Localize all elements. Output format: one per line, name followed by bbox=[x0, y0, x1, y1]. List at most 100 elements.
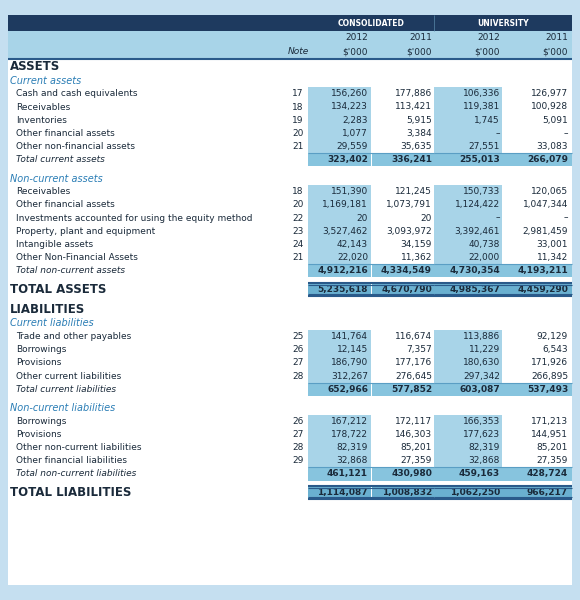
Text: Property, plant and equipment: Property, plant and equipment bbox=[16, 227, 155, 236]
Bar bbox=[502, 467, 572, 481]
Bar bbox=[308, 383, 371, 396]
Text: Total non-current liabilities: Total non-current liabilities bbox=[16, 469, 136, 478]
Bar bbox=[308, 428, 371, 441]
Bar bbox=[434, 467, 502, 481]
Text: 266,895: 266,895 bbox=[531, 371, 568, 380]
Text: 85,201: 85,201 bbox=[401, 443, 432, 452]
Bar bbox=[372, 383, 434, 396]
Bar bbox=[308, 441, 371, 454]
Bar bbox=[308, 330, 371, 343]
Text: 20: 20 bbox=[292, 129, 304, 138]
Text: 100,928: 100,928 bbox=[531, 103, 568, 112]
Text: 11,362: 11,362 bbox=[401, 253, 432, 262]
Text: Non-current liabilities: Non-current liabilities bbox=[10, 403, 115, 413]
Bar bbox=[8, 127, 572, 140]
Text: 2012: 2012 bbox=[477, 34, 500, 43]
Text: 18: 18 bbox=[292, 103, 304, 112]
Text: 461,121: 461,121 bbox=[327, 469, 368, 478]
Text: $'000: $'000 bbox=[343, 47, 368, 56]
Bar bbox=[8, 153, 572, 166]
Bar bbox=[8, 74, 572, 87]
Bar bbox=[308, 153, 371, 166]
Bar bbox=[8, 415, 572, 428]
Bar bbox=[308, 415, 371, 428]
Bar bbox=[434, 238, 502, 251]
Text: 25: 25 bbox=[292, 332, 304, 341]
Bar bbox=[8, 317, 572, 330]
Bar bbox=[8, 396, 572, 401]
Bar bbox=[308, 264, 371, 277]
Text: 276,645: 276,645 bbox=[395, 371, 432, 380]
Text: 1,169,181: 1,169,181 bbox=[322, 200, 368, 209]
Bar bbox=[8, 302, 572, 317]
Text: 4,193,211: 4,193,211 bbox=[517, 266, 568, 275]
Text: Provisions: Provisions bbox=[16, 358, 61, 367]
Text: 27: 27 bbox=[292, 358, 304, 367]
Bar bbox=[434, 185, 502, 198]
Text: 171,213: 171,213 bbox=[531, 416, 568, 425]
Bar bbox=[308, 198, 371, 211]
Text: 20: 20 bbox=[420, 214, 432, 223]
Bar bbox=[372, 467, 434, 481]
Bar bbox=[502, 283, 572, 296]
Bar bbox=[8, 198, 572, 211]
Text: Trade and other payables: Trade and other payables bbox=[16, 332, 131, 341]
Text: Other current liabilities: Other current liabilities bbox=[16, 371, 121, 380]
Text: 177,176: 177,176 bbox=[395, 358, 432, 367]
Bar bbox=[8, 383, 572, 396]
Text: 121,245: 121,245 bbox=[395, 187, 432, 196]
Text: 12,145: 12,145 bbox=[337, 345, 368, 354]
Bar bbox=[434, 283, 502, 296]
Bar bbox=[434, 127, 502, 140]
Bar bbox=[434, 153, 502, 166]
Text: $'000: $'000 bbox=[407, 47, 432, 56]
Bar bbox=[308, 100, 371, 113]
Text: 24: 24 bbox=[292, 240, 303, 249]
Text: 146,303: 146,303 bbox=[395, 430, 432, 439]
Text: Total non-current assets: Total non-current assets bbox=[16, 266, 125, 275]
Text: 652,966: 652,966 bbox=[327, 385, 368, 394]
Bar bbox=[434, 251, 502, 264]
Bar bbox=[372, 264, 434, 277]
Text: 151,390: 151,390 bbox=[331, 187, 368, 196]
Text: 26: 26 bbox=[292, 345, 304, 354]
Bar bbox=[308, 113, 371, 127]
Text: 2012: 2012 bbox=[345, 34, 368, 43]
Bar bbox=[8, 428, 572, 441]
Text: 21: 21 bbox=[292, 253, 304, 262]
Text: Other Non-Financial Assets: Other Non-Financial Assets bbox=[16, 253, 138, 262]
Text: 150,733: 150,733 bbox=[463, 187, 500, 196]
Text: Current liabilities: Current liabilities bbox=[10, 318, 94, 328]
Bar bbox=[434, 113, 502, 127]
Text: 29,559: 29,559 bbox=[336, 142, 368, 151]
Text: Total current assets: Total current assets bbox=[16, 155, 105, 164]
Text: 4,985,367: 4,985,367 bbox=[449, 285, 500, 294]
Text: 1,047,344: 1,047,344 bbox=[523, 200, 568, 209]
Bar bbox=[434, 356, 502, 370]
Text: 34,159: 34,159 bbox=[401, 240, 432, 249]
Bar bbox=[308, 251, 371, 264]
Text: 22,000: 22,000 bbox=[469, 253, 500, 262]
Bar bbox=[8, 224, 572, 238]
Text: 92,129: 92,129 bbox=[536, 332, 568, 341]
Text: 266,079: 266,079 bbox=[527, 155, 568, 164]
Text: 178,722: 178,722 bbox=[331, 430, 368, 439]
Text: 7,357: 7,357 bbox=[406, 345, 432, 354]
Text: 156,260: 156,260 bbox=[331, 89, 368, 98]
Text: 23: 23 bbox=[292, 227, 304, 236]
Bar bbox=[434, 140, 502, 153]
Text: UNIVERSITY: UNIVERSITY bbox=[477, 19, 529, 28]
Bar bbox=[8, 486, 572, 499]
Text: Note: Note bbox=[287, 47, 309, 56]
Text: 3,527,462: 3,527,462 bbox=[322, 227, 368, 236]
Text: TOTAL ASSETS: TOTAL ASSETS bbox=[10, 283, 106, 296]
Bar bbox=[434, 415, 502, 428]
Text: $'000: $'000 bbox=[542, 47, 568, 56]
Text: 126,977: 126,977 bbox=[531, 89, 568, 98]
Text: 172,117: 172,117 bbox=[395, 416, 432, 425]
Bar bbox=[372, 153, 434, 166]
Text: 134,223: 134,223 bbox=[331, 103, 368, 112]
Bar bbox=[8, 481, 572, 486]
Text: 1,745: 1,745 bbox=[474, 116, 500, 125]
Bar bbox=[8, 140, 572, 153]
